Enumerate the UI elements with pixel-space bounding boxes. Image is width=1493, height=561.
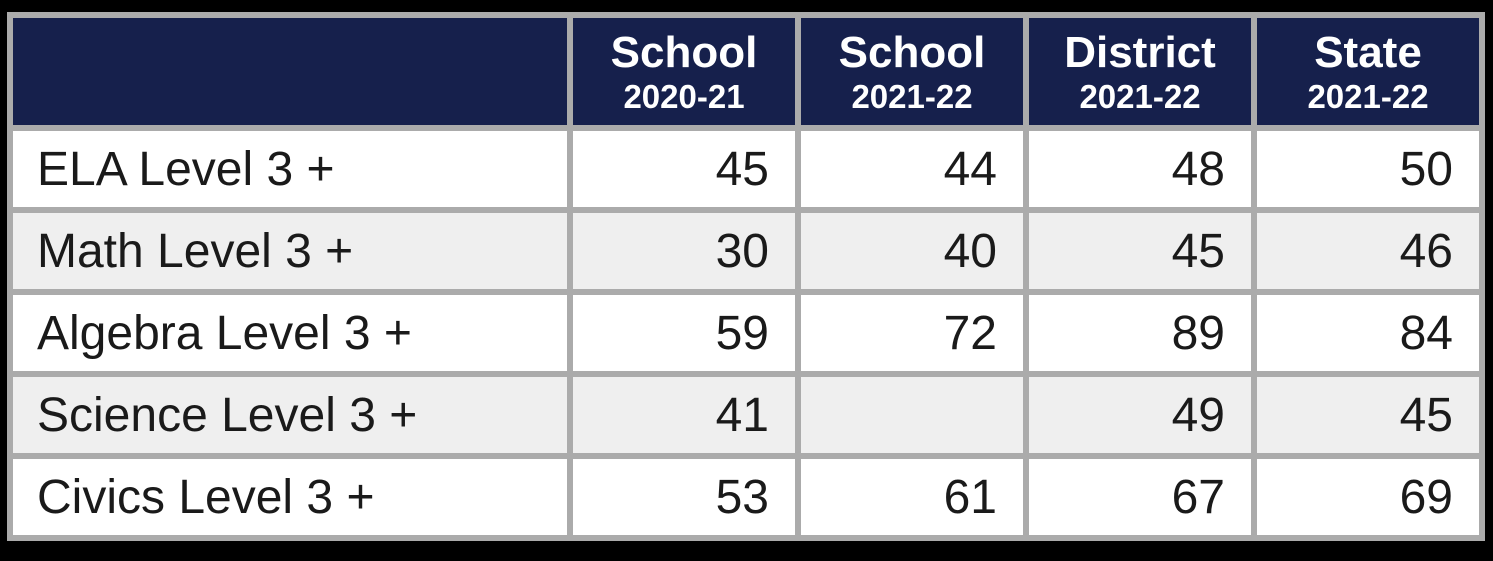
table-cell: 45	[1257, 377, 1479, 453]
table-cell: 67	[1029, 459, 1251, 535]
row-label: Science Level 3 +	[13, 377, 567, 453]
assessment-scores-table: School 2020-21 School 2021-22 District 2…	[7, 12, 1485, 541]
row-label: ELA Level 3 +	[13, 131, 567, 207]
table-row-science: Science Level 3 + 41 49 45	[13, 377, 1479, 453]
table-row-algebra: Algebra Level 3 + 59 72 89 84	[13, 295, 1479, 371]
table-cell: 61	[801, 459, 1023, 535]
row-label: Algebra Level 3 +	[13, 295, 567, 371]
table-cell: 45	[573, 131, 795, 207]
table-cell: 44	[801, 131, 1023, 207]
row-label: Math Level 3 +	[13, 213, 567, 289]
table-cell-empty	[801, 377, 1023, 453]
column-header-title: School	[838, 28, 986, 78]
table-cell: 30	[573, 213, 795, 289]
table-cell: 72	[801, 295, 1023, 371]
table-row-civics: Civics Level 3 + 53 61 67 69	[13, 459, 1479, 535]
column-header-state-2021-22: State 2021-22	[1257, 18, 1479, 125]
table-cell: 53	[573, 459, 795, 535]
column-header-subtitle: 2021-22	[851, 77, 973, 115]
table-header-row: School 2020-21 School 2021-22 District 2…	[13, 18, 1479, 125]
table-cell: 41	[573, 377, 795, 453]
table-cell: 45	[1029, 213, 1251, 289]
column-header-school-2021-22: School 2021-22	[801, 18, 1023, 125]
table-cell: 49	[1029, 377, 1251, 453]
column-header-subtitle: 2020-21	[623, 77, 745, 115]
table-cell: 69	[1257, 459, 1479, 535]
column-header-district-2021-22: District 2021-22	[1029, 18, 1251, 125]
table-cell: 50	[1257, 131, 1479, 207]
table-cell: 40	[801, 213, 1023, 289]
column-header-title: District	[1064, 28, 1216, 78]
table-row-ela: ELA Level 3 + 45 44 48 50	[13, 131, 1479, 207]
table-row-math: Math Level 3 + 30 40 45 46	[13, 213, 1479, 289]
column-header-subtitle: 2021-22	[1307, 77, 1429, 115]
table-cell: 46	[1257, 213, 1479, 289]
table-cell: 48	[1029, 131, 1251, 207]
column-header-subtitle: 2021-22	[1079, 77, 1201, 115]
table-cell: 89	[1029, 295, 1251, 371]
column-header-title: State	[1314, 28, 1422, 78]
row-label: Civics Level 3 +	[13, 459, 567, 535]
column-header-school-2020-21: School 2020-21	[573, 18, 795, 125]
scores-table-container: School 2020-21 School 2021-22 District 2…	[7, 12, 1485, 541]
corner-header-cell	[13, 18, 567, 125]
column-header-title: School	[610, 28, 758, 78]
table-cell: 84	[1257, 295, 1479, 371]
table-cell: 59	[573, 295, 795, 371]
